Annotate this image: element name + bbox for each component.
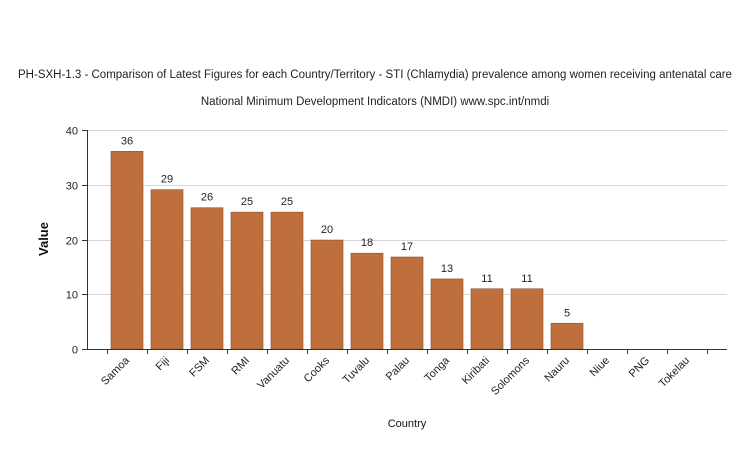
data-label: 26 [201, 192, 213, 204]
data-label: 20 [321, 224, 333, 236]
bar [150, 189, 184, 350]
bar [270, 211, 304, 350]
bar [510, 288, 544, 350]
x-tick-label: Kiribati [460, 355, 492, 387]
chart-subtitle: National Minimum Development Indicators … [201, 96, 549, 108]
x-tick-label: Solomons [489, 354, 532, 397]
x-tick-label: Niue [588, 355, 612, 379]
data-label: 25 [281, 196, 293, 208]
y-tick-label: 0 [72, 345, 78, 357]
data-label: 13 [441, 263, 453, 275]
x-tick-label: PNG [627, 355, 652, 380]
bars [110, 151, 584, 350]
x-tick-label: Samoa [99, 354, 133, 388]
x-axis-label: Country [388, 418, 427, 430]
x-tick-label: Fiji [154, 355, 172, 373]
chart-title: PH-SXH-1.3 - Comparison of Latest Figure… [18, 69, 732, 81]
x-tick-label: Tonga [422, 354, 452, 384]
bar [190, 207, 224, 350]
data-label: 29 [161, 174, 173, 186]
x-tick-label: RMI [229, 355, 252, 378]
x-tick-label: Tokelau [657, 355, 692, 390]
data-labels: 36 29 26 25 25 20 18 17 13 11 11 5 [121, 135, 570, 319]
x-tick-label: Palau [384, 355, 412, 383]
y-tick-label: 20 [66, 236, 78, 248]
bar [310, 239, 344, 350]
data-label: 11 [481, 273, 492, 285]
y-tick-label: 30 [66, 181, 78, 193]
data-label: 25 [241, 196, 253, 208]
bar [470, 288, 504, 350]
y-tick-labels: 0 10 20 30 40 [66, 126, 78, 357]
x-tick-label: Vanuatu [255, 355, 292, 392]
data-label: 11 [521, 273, 532, 285]
y-tick-label: 10 [66, 290, 78, 302]
data-label: 36 [121, 135, 133, 147]
x-tick-label: Tuvalu [341, 355, 373, 387]
y-tick-label: 40 [66, 126, 78, 138]
x-tick-label: FSM [187, 355, 212, 380]
x-tick-label: Cooks [302, 354, 333, 385]
bar [550, 322, 584, 350]
bar [110, 151, 144, 350]
bar [230, 211, 264, 350]
x-tick-labels: Samoa Fiji FSM RMI Vanuatu Cooks Tuvalu Palau To… [99, 354, 692, 398]
y-axis-label: Value [36, 222, 51, 256]
bar [430, 278, 464, 350]
data-label: 5 [564, 307, 570, 319]
x-tick-label: Nauru [542, 355, 572, 385]
bar [350, 252, 384, 350]
bar [390, 256, 424, 350]
data-label: 17 [401, 241, 413, 253]
axes [82, 130, 727, 354]
data-label: 18 [361, 237, 373, 249]
